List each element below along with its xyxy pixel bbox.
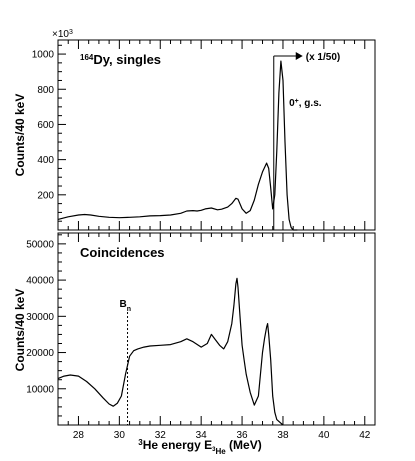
- x-tick-label: 28: [73, 430, 85, 441]
- coincidences-panel: 10000 20000 30000 40000 50000 28 30 32 34 36 38 40…: [13, 232, 376, 456]
- x-tick-label: 36: [237, 430, 249, 441]
- singles-y-axis-label: Counts/40 keV: [13, 94, 27, 177]
- singles-spectrum-line: [57, 60, 298, 231]
- y-tick-label: 50000: [26, 239, 54, 250]
- singles-y-ticks: 200 400 600 800 1000: [32, 44, 66, 222]
- scale-change-marker: (x 1/50): [273, 52, 340, 230]
- y-tick-label: 40000: [26, 276, 54, 287]
- coincidences-panel-title: Coincidences: [80, 245, 165, 260]
- singles-y-multiplier: ×103: [52, 29, 73, 41]
- x-axis-label: 3He energy E3He (MeV): [138, 438, 261, 456]
- y-tick-label: 600: [37, 120, 54, 131]
- singles-x-ticks: [57, 40, 376, 230]
- y-tick-label: 20000: [26, 348, 54, 359]
- singles-plot-frame: [57, 39, 376, 231]
- x-tick-label: 30: [114, 430, 126, 441]
- x-tick-label: 40: [318, 430, 330, 441]
- neutron-threshold-label: Bn: [120, 299, 132, 313]
- y-tick-label: 200: [37, 190, 54, 201]
- arrow-right-icon: [295, 52, 303, 60]
- scale-factor-label: (x 1/50): [306, 52, 340, 63]
- singles-panel: 200 400 600 800 1000 ×103 164Dy, singles Cou…: [13, 29, 376, 231]
- coincidences-spectrum-line: [57, 277, 284, 426]
- coincidences-x-ticks: 28 30 32 34 36 38 40 42: [57, 233, 376, 441]
- coincidences-y-axis-label: Counts/40 keV: [13, 289, 27, 372]
- ground-state-label: 0+, g.s.: [289, 98, 322, 110]
- x-tick-label: 38: [277, 430, 289, 441]
- y-tick-label: 400: [37, 155, 54, 166]
- y-tick-label: 800: [37, 85, 54, 96]
- x-tick-label: 42: [359, 430, 371, 441]
- y-tick-label: 10000: [26, 384, 54, 395]
- coincidences-y-ticks: 10000 20000 30000 40000 50000: [26, 234, 66, 417]
- singles-panel-title: 164Dy, singles: [80, 52, 161, 67]
- x-tick-label: 32: [155, 430, 167, 441]
- x-tick-label: 34: [196, 430, 208, 441]
- y-tick-label: 1000: [32, 50, 55, 61]
- coincidences-plot-frame: [57, 232, 376, 426]
- y-tick-label: 30000: [26, 312, 54, 323]
